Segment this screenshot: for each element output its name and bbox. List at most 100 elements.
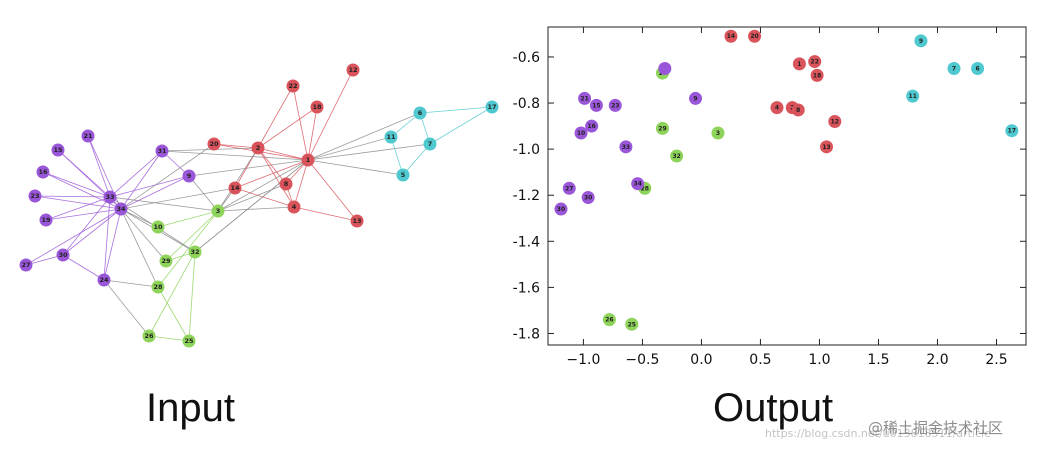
scatter-point-label: 25 xyxy=(628,321,636,328)
scatter-point-marker xyxy=(562,181,576,195)
graph-edge-23-34 xyxy=(34,195,122,210)
graph-edge-30-33 xyxy=(62,196,111,256)
scatter-point-marker xyxy=(947,61,961,75)
graph-edge-3-8 xyxy=(217,183,287,212)
watermark-url: https://blog.csdn.net/u013818511/article xyxy=(765,427,991,440)
scatter-point-label: 23 xyxy=(611,102,619,109)
scatter-point-12: 12 xyxy=(828,114,842,128)
graph-node-label: 13 xyxy=(352,217,361,225)
scatter-point-label: 12 xyxy=(831,118,839,125)
scatter-point-22: 22 xyxy=(808,55,822,69)
graph-edge-1-14 xyxy=(234,159,309,189)
input-caption: Input xyxy=(146,386,235,430)
graph-node-circle xyxy=(114,202,128,216)
graph-node-30: 30 xyxy=(56,248,70,262)
x-tick-label: 0.5 xyxy=(749,352,771,368)
graph-edge-3-10 xyxy=(157,210,219,228)
scatter-point-26: 26 xyxy=(602,313,616,327)
graph-node-label: 3 xyxy=(216,207,221,215)
scatter-point-label: 27 xyxy=(565,185,573,192)
graph-edge-24-34 xyxy=(103,208,122,281)
graph-node-label: 21 xyxy=(83,132,93,140)
graph-node-label: 28 xyxy=(153,283,163,291)
scatter-point-25: 25 xyxy=(625,317,639,331)
scatter-point-marker xyxy=(631,177,645,191)
graph-edge-7-17 xyxy=(429,106,493,145)
x-tick-label: −1.0 xyxy=(566,352,600,368)
graph-node-circle xyxy=(310,100,324,114)
graph-edge-1-13 xyxy=(307,159,358,222)
scatter-point-label: 29 xyxy=(658,125,666,132)
graph-edge-1-6 xyxy=(307,112,421,161)
scatter-point-label: 17 xyxy=(1008,128,1016,135)
graph-node-circle xyxy=(151,220,165,234)
graph-edge-2-8 xyxy=(257,147,287,185)
graph-node-label: 33 xyxy=(105,193,114,201)
graph-node-22: 22 xyxy=(286,79,300,93)
y-tick-label: -1.0 xyxy=(513,142,540,158)
graph-node-4: 4 xyxy=(287,200,301,214)
scatter-point-marker xyxy=(906,89,920,103)
graph-node-8: 8 xyxy=(279,177,293,191)
graph-node-label: 19 xyxy=(41,216,51,224)
graph-edge-1-22 xyxy=(292,85,309,161)
scatter-point-8: 8 xyxy=(791,103,805,117)
graph-edge-24-26 xyxy=(103,279,150,337)
y-tick-label: -1.4 xyxy=(513,234,540,250)
graph-edge-21-33 xyxy=(87,135,111,198)
graph-edges xyxy=(25,69,493,342)
scatter-point-marker xyxy=(724,29,738,43)
graph-node-circle xyxy=(142,329,156,343)
graph-edge-1-3 xyxy=(217,159,309,212)
scatter-point-marker xyxy=(791,103,805,117)
graph-node-label: 16 xyxy=(38,168,48,176)
scatter-point-marker xyxy=(792,57,806,71)
scatter-point-marker xyxy=(608,98,622,112)
scatter-point-marker xyxy=(554,202,568,216)
scatter-point-10: 10 xyxy=(574,126,588,140)
graph-node-9: 9 xyxy=(182,169,196,183)
scatter-point-marker xyxy=(589,98,603,112)
graph-node-circle xyxy=(228,181,242,195)
graph-node-circle xyxy=(188,245,202,259)
graph-node-label: 25 xyxy=(184,337,194,345)
scatter-point-30: 30 xyxy=(581,191,595,205)
graph-edge-26-32 xyxy=(148,251,196,337)
graph-edge-24-28 xyxy=(103,279,159,288)
graph-node-label: 8 xyxy=(284,180,289,188)
graph-node-25: 25 xyxy=(182,334,196,348)
graph-edge-27-34 xyxy=(25,208,122,266)
graph-node-12: 12 xyxy=(346,63,360,77)
graph-node-33: 33 xyxy=(103,190,117,204)
y-tick-label: -0.8 xyxy=(513,96,540,112)
graph-node-circle xyxy=(97,273,111,287)
graph-node-6: 6 xyxy=(413,106,427,120)
scatter-point-label: 11 xyxy=(909,93,917,100)
scatter-point-marker xyxy=(914,34,928,48)
graph-edge-1-9 xyxy=(188,159,309,177)
graph-node-32: 32 xyxy=(188,245,202,259)
scatter-point-30: 30 xyxy=(554,202,568,216)
scatter-point-marker xyxy=(971,61,985,75)
graph-node-15: 15 xyxy=(51,143,65,157)
scatter-point-label: 14 xyxy=(727,33,735,40)
graph-node-circle xyxy=(211,204,225,218)
graph-edge-2-20 xyxy=(213,143,259,149)
scatter-point-label: 15 xyxy=(592,102,600,109)
graph-node-20: 20 xyxy=(207,137,221,151)
graph-node-circle xyxy=(384,130,398,144)
graph-edge-24-33 xyxy=(103,196,111,281)
scatter-point-4: 4 xyxy=(770,101,784,115)
graph-edge-31-34 xyxy=(120,150,163,210)
graph-edge-2-4 xyxy=(257,147,295,208)
graph-node-label: 30 xyxy=(58,251,68,259)
scatter-point-label: 30 xyxy=(584,195,592,202)
scatter-point-20: 20 xyxy=(748,29,762,43)
graph-node-circle xyxy=(51,143,65,157)
scatter-point-label: 3 xyxy=(716,130,720,137)
scatter-point-label: 22 xyxy=(811,59,819,66)
graph-edge-30-34 xyxy=(62,208,122,256)
graph-node-18: 18 xyxy=(310,100,324,114)
graph-edge-28-34 xyxy=(120,208,159,288)
graph-node-circle xyxy=(396,168,410,182)
